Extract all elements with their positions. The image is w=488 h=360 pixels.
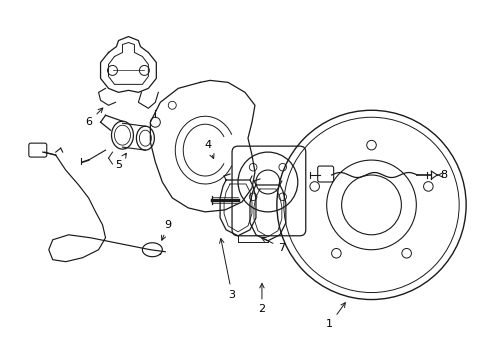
Text: 9: 9 [161,220,171,240]
Text: 8: 8 [437,170,447,180]
Text: 7: 7 [261,238,285,253]
Text: 3: 3 [219,239,235,300]
Text: 6: 6 [85,108,102,127]
Text: 5: 5 [115,153,126,170]
Text: 1: 1 [325,303,345,329]
Text: 2: 2 [258,283,265,315]
Text: 4: 4 [204,140,214,158]
